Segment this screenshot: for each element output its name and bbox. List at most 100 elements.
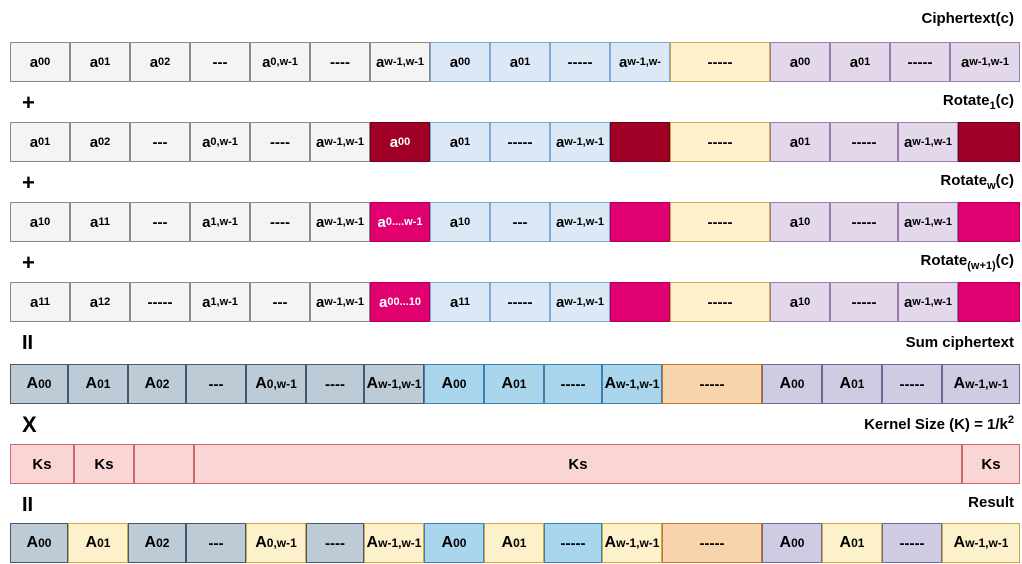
cell-base-text: a bbox=[903, 293, 913, 311]
result-cell: A 02 bbox=[128, 523, 186, 563]
cell-base-text: a bbox=[202, 293, 211, 311]
cell-base-text: a bbox=[789, 213, 799, 231]
cell-subscript: w-1,w-1 bbox=[324, 216, 365, 228]
cell-base-text: A bbox=[779, 534, 792, 551]
cell-base-text: a bbox=[89, 53, 99, 71]
cell-base-text: Ks bbox=[94, 455, 114, 473]
rotatew-cell: ----- bbox=[670, 202, 770, 242]
ciphertext-cell: a 0,w-1 bbox=[250, 42, 310, 82]
cell-subscript: w-1,w-1 bbox=[324, 136, 365, 148]
cell-subscript: w-1,w-1 bbox=[912, 216, 953, 228]
sum-cell: --- bbox=[186, 364, 246, 404]
rotatew-cell: a 10 bbox=[770, 202, 830, 242]
rotate1-cell: a w-1,w-1 bbox=[550, 122, 610, 162]
rotatew-cell: --- bbox=[490, 202, 550, 242]
cell-base-text: ----- bbox=[851, 293, 877, 311]
cell-subscript: w-1,w-1 bbox=[616, 377, 660, 391]
rotatew1-label: Rotate(w+1)(c) bbox=[920, 252, 1014, 272]
ciphertext-cell: a 01 bbox=[830, 42, 890, 82]
cell-base-text: a bbox=[789, 133, 799, 151]
cell-base-text: a bbox=[389, 133, 399, 151]
kernel-cell: Ks bbox=[962, 444, 1020, 484]
rotatew-cell: a 0....w-1 bbox=[370, 202, 430, 242]
kernel-size-label: Kernel Size (K) = 1/k2 bbox=[864, 414, 1014, 433]
cell-base-text: ---- bbox=[270, 133, 290, 151]
rotate1-cell: a 0,w-1 bbox=[190, 122, 250, 162]
cell-base-text: ----- bbox=[699, 375, 725, 393]
ciphertext-cell: a w-1,w-1 bbox=[370, 42, 430, 82]
rotate1-cell: a 01 bbox=[770, 122, 830, 162]
cell-base-text: A bbox=[441, 534, 454, 551]
rotatew1-cell: a 1,w-1 bbox=[190, 282, 250, 322]
cell-base-text: ----- bbox=[707, 53, 733, 71]
cell-base-text: ----- bbox=[699, 534, 725, 552]
cell-subscript: 00 bbox=[453, 536, 467, 550]
cell-base-text: Ks bbox=[568, 455, 588, 473]
cell-base-text: ----- bbox=[707, 133, 733, 151]
cell-subscript: 02 bbox=[158, 56, 171, 68]
cell-subscript: 10 bbox=[38, 216, 51, 228]
rotatew-cell: a w-1,w-1 bbox=[550, 202, 610, 242]
cell-base-text: A bbox=[26, 375, 39, 392]
cell-base-text: --- bbox=[152, 213, 168, 231]
cell-base-text: a bbox=[960, 53, 970, 71]
cell-base-text: a bbox=[29, 213, 39, 231]
rotatew1-cell: ----- bbox=[490, 282, 550, 322]
rotatew1-cell: a 10 bbox=[770, 282, 830, 322]
rotate1-cell bbox=[610, 122, 670, 162]
cell-subscript: 10 bbox=[798, 296, 811, 308]
result-cell: ---- bbox=[306, 523, 364, 563]
plus-operator-2: + bbox=[22, 170, 35, 195]
ciphertext-cell: ---- bbox=[310, 42, 370, 82]
cell-base-text: a bbox=[509, 53, 519, 71]
cell-base-text: --- bbox=[208, 375, 224, 393]
result-cell: A 01 bbox=[822, 523, 882, 563]
cell-subscript: 00 bbox=[38, 377, 52, 391]
multiply-operator: X bbox=[22, 412, 37, 437]
sum-cell: A 00 bbox=[762, 364, 822, 404]
cell-base-text: ----- bbox=[707, 293, 733, 311]
cell-base-text: a bbox=[315, 213, 325, 231]
cell-subscript: 1,w-1 bbox=[210, 216, 238, 228]
result-cell: ----- bbox=[662, 523, 762, 563]
rotatew1-cell: ----- bbox=[670, 282, 770, 322]
result-cell: A 0,w-1 bbox=[246, 523, 306, 563]
cell-base-text: ----- bbox=[560, 534, 586, 552]
ciphertext-cell: --- bbox=[190, 42, 250, 82]
cell-base-text: A bbox=[144, 534, 157, 551]
cell-base-text: ----- bbox=[567, 53, 593, 71]
cell-base-text: ----- bbox=[907, 53, 933, 71]
cell-subscript: w-1,w-1 bbox=[969, 56, 1010, 68]
result-cell: ----- bbox=[882, 523, 942, 563]
rotate1-cell: ---- bbox=[250, 122, 310, 162]
cell-subscript: 02 bbox=[156, 536, 170, 550]
cell-subscript: 01 bbox=[518, 56, 531, 68]
cell-base-text: ---- bbox=[270, 213, 290, 231]
cell-subscript: w-1,w-1 bbox=[912, 136, 953, 148]
cell-base-text: a bbox=[202, 133, 211, 151]
cell-base-text: A bbox=[839, 534, 852, 551]
cell-base-text: a bbox=[619, 53, 628, 71]
cell-base-text: a bbox=[449, 53, 459, 71]
cell-subscript: w-1,w-1 bbox=[378, 377, 422, 391]
cell-subscript: 0,w-1 bbox=[210, 136, 238, 148]
rotatew1-cell: a 11 bbox=[10, 282, 70, 322]
cell-subscript: 01 bbox=[38, 136, 51, 148]
cell-subscript: 0....w-1 bbox=[385, 216, 423, 228]
cell-base-text: A bbox=[255, 534, 267, 551]
rotatew1-cell: a 11 bbox=[430, 282, 490, 322]
cell-subscript: 00 bbox=[398, 136, 411, 148]
cell-subscript: 00 bbox=[791, 377, 805, 391]
cell-base-text: a bbox=[379, 293, 388, 311]
cell-base-text: --- bbox=[272, 293, 288, 311]
rotatew-cell: ---- bbox=[250, 202, 310, 242]
cell-base-text: A bbox=[255, 375, 267, 392]
cell-base-text: a bbox=[449, 213, 459, 231]
sum-cell: ----- bbox=[544, 364, 602, 404]
result-cell: A 00 bbox=[424, 523, 484, 563]
result-cell: A 01 bbox=[68, 523, 128, 563]
cell-base-text: A bbox=[366, 375, 379, 392]
result-cell: --- bbox=[186, 523, 246, 563]
